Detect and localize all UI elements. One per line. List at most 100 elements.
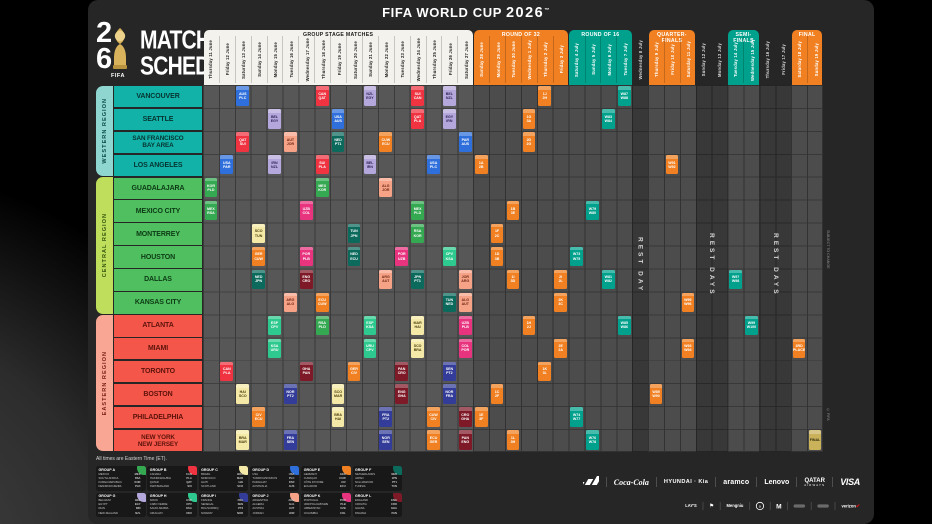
team-code: NED [445,302,454,307]
team-code: KOR [413,233,422,238]
team-code: GER [350,367,358,372]
team-code: PLA [414,118,422,123]
match-schedule-logo: 2 6 FIFA [96,19,206,85]
team-code: ECU [350,256,358,261]
bracket-code: 2F [494,394,500,399]
qatar-airways-logo: QATAR AIRWAYS [804,478,825,487]
team-code: CAN [222,367,231,372]
date-column-header: Friday 17 July [775,36,791,83]
match-block-r32: 1E 3F [474,407,488,427]
match-block-group-J: ALG AUT [458,292,472,313]
team-code: QAT [239,137,247,142]
region-bar-eastern: EASTERN REGION [96,315,113,452]
team-code: SCO [238,394,247,399]
legend-team-name: TUR/ROU/SVK/KOS [252,476,278,480]
legend-group-label: GROUP I [201,494,217,498]
bracket-code: 1G [526,114,532,119]
legend-group-label: GROUP E [303,467,321,472]
sponsor-logo-6 [793,504,806,508]
legend-team-row: PANAMA PAN [355,512,397,515]
date-column-header: Wednesday 15 July [743,36,760,83]
match-block-group-E: CUW CIV [427,407,440,427]
legend-team-code: NED [391,472,397,476]
team-code: BRA [334,412,342,417]
team-code: MAR [413,321,422,326]
team-code: RSA [318,321,327,326]
legend-team-row: GHANA GHA [355,507,397,510]
legend-group-label: GROUP H [149,494,167,498]
legend-card-a: GROUP A MEXICO MEX SOUTH AFRICA RSA KOREA REP… [96,466,146,491]
date-label: Friday 17 July [780,44,786,75]
world-cup-trophy-icon [113,28,127,69]
sponsor-divider [787,501,789,511]
match-block-bronze: 3RD PLACE [792,338,806,358]
team-code: ENG [461,440,470,445]
legend-card-g: GROUP G BELGIUM BEL EGYPT EGY IRAN IRN NEW ZEAL… [96,492,146,517]
match-block-group-A: KOR PLD [204,178,218,198]
bracket-code: W93 [684,344,692,349]
legend-card-l: GROUP L ENGLAND ENG CROATIA CRO GHANA GHA PANAM… [352,492,402,517]
team-code: CRO [461,412,470,417]
date-column-header: Friday 3 July [552,36,570,83]
bracket-code: W75 [572,256,581,261]
legend-team-name: NCL/JAM/COD [355,480,374,484]
team-code: ENG [397,390,406,395]
match-block-r32: 1K 3L [538,361,552,381]
legend-team-name: NORWAY [201,511,213,515]
date-label: Thursday 16 July [764,40,770,79]
date-column-header: Sunday 5 July [584,36,602,83]
date-label: Wednesday 17 June [304,37,310,82]
legend-team-row: JAPAN JPN [355,477,397,480]
match-block-group-B: SUI PLA [315,155,329,175]
legend-team-name: UKR/POL/ALB/SWE [303,503,329,507]
team-code: ESP [270,321,279,326]
match-block-group-C: SCO MAR [331,384,345,404]
city-row-boston: BOSTON [114,383,202,406]
match-block-r32: 1G 3A [522,109,536,129]
bracket-code: W73 [572,252,581,257]
fifa-wordmark: FIFA [111,73,125,79]
date-column-header: Tuesday 14 July [728,36,744,83]
legend-team-row: COLOMBIA COL [304,512,346,515]
bracket-code: 1F [494,229,500,234]
team-code: ECU [254,417,263,422]
legend-team-name: GERMANY [303,472,318,476]
section-header-r32: ROUND OF 32 [473,30,569,85]
bracket-code: W95 [684,298,692,303]
sponsor-text: QATAR [804,477,825,484]
team-code: EGY [445,114,454,119]
legend-team-row: NEW ZEALAND NZL [99,512,141,515]
match-block-group-A: RSA KOR [411,223,424,244]
team-code: ECU [318,298,327,303]
schedule-grid-background [203,85,823,452]
legend-team-name: SOUTH AFRICA [98,476,119,480]
team-code: HAI [239,390,246,395]
match-block-final: FINAL [808,430,822,450]
team-code: NZL [445,95,453,100]
legend-team-row: BELGIUM BEL [99,499,141,502]
team-code: CIV [430,417,437,422]
section-title-sf: SEMI-FINALS [733,31,754,44]
legend-team-code: UZB [340,507,346,511]
legend-team-row: SCOTLAND SCO [201,485,243,488]
team-code: CAN [318,91,327,96]
team-code: ALG [461,298,470,303]
bracket-code: 2I [559,275,563,280]
bracket-code: W74 [572,412,581,417]
legend-team-row: PARAGUAY PAR [252,481,294,484]
legend-team-code: BEL [135,499,141,502]
bracket-code: W92 [668,164,676,169]
bracket-code: 2L [558,279,563,284]
match-block-group-I: SEN PT2 [443,361,456,381]
date-label: Saturday 18 July [796,41,802,78]
date-label: Tuesday 30 June [511,41,517,78]
legend-team-row: BOL/SUR/IRQ PT2 [201,507,243,510]
match-block-group-D: USA AUS [331,109,345,129]
legend-team-name: CROATIA [355,503,367,507]
team-code: FRA [286,435,295,440]
bracket-code: W81 [604,275,613,280]
city-row-miami: MIAMI [114,338,202,360]
match-block-group-K: UZB PLB [458,315,472,335]
team-code: PLB [461,325,469,330]
